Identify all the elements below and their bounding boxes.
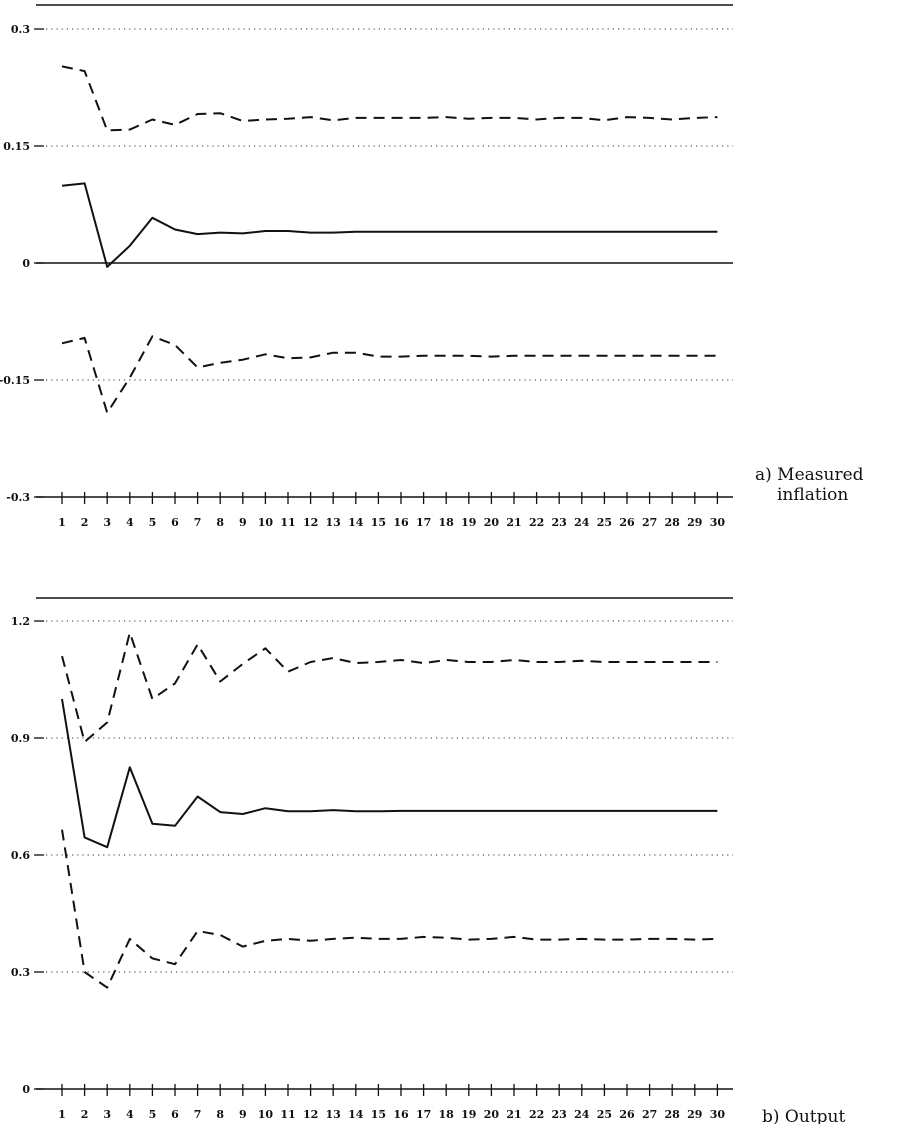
panel-a-y-tick-label: 0.15	[3, 140, 30, 153]
panel-b-output: b) Output 1.20.90.60.301 2 3 4 5 6 7 8 9 10 11 12 13…	[11, 597, 845, 1124]
panel-a-x-tick-label: 6	[171, 516, 179, 529]
panel-b-x-tick-label: 5	[149, 1108, 157, 1121]
panel-b-x-tick-label: 2	[81, 1108, 89, 1121]
panel-a-x-tick-label: 22	[529, 516, 544, 529]
panel-b-x-tick-label: 9	[239, 1108, 247, 1121]
panel-b-series-3-dashed	[61, 829, 718, 989]
panel-b-x-tick-label: 17	[416, 1108, 431, 1121]
panel-b-x-tick-label: 18	[439, 1108, 455, 1121]
panel-b-x-tick-label: 10	[258, 1108, 274, 1121]
panel-b-x-tick-label: 15	[371, 1108, 386, 1121]
panel-b-y-tick-label: 0.3	[11, 966, 30, 979]
panel-a-x-tick-label: 29	[687, 516, 702, 529]
panel-b-x-tick-label: 22	[529, 1108, 544, 1121]
panel-a-series-3-dashed	[61, 335, 718, 414]
panel-b-x-tick-label: 29	[687, 1108, 702, 1121]
panel-a-x-tick-label: 15	[371, 516, 386, 529]
panel-a-x-tick-label: 24	[574, 516, 590, 529]
panel-b-x-tick-label: 23	[552, 1108, 567, 1121]
panel-a-x-tick-label: 17	[416, 516, 431, 529]
panel-b-x-tick-label: 28	[665, 1108, 681, 1121]
panel-a-x-tick-label: 23	[552, 516, 567, 529]
panel-b-caption-line-1: b) Output	[762, 1107, 845, 1124]
panel-a-y-tick-label: -0.15	[0, 374, 30, 387]
panel-b-x-tick-label: 11	[280, 1108, 295, 1121]
panel-b-x-tick-label: 19	[461, 1108, 476, 1121]
panel-b-y-tick-label: 0.6	[11, 849, 30, 862]
panel-a-x-tick-label: 2	[81, 516, 89, 529]
panel-a-x-tick-label: 30	[710, 516, 726, 529]
panel-a-x-tick-label: 26	[619, 516, 635, 529]
panel-b-x-tick-label: 16	[393, 1108, 409, 1121]
panel-b-x-tick-label: 24	[574, 1108, 590, 1121]
panel-b-series-1-dashed	[61, 631, 718, 743]
panel-b-y-tick-label: 1.2	[11, 615, 30, 628]
panel-b-x-tick-label: 20	[484, 1108, 500, 1121]
panel-b-x-tick-label: 6	[171, 1108, 179, 1121]
panel-a-x-tick-label: 28	[665, 516, 681, 529]
panel-a-y-tick-label: -0.3	[6, 491, 30, 504]
panel-a-x-tick-label: 3	[103, 516, 111, 529]
panel-b-x-tick-label: 30	[710, 1108, 726, 1121]
panel-b-x-tick-label: 27	[642, 1108, 657, 1121]
panel-a-measured-inflation: a) Measured inflation 0.3 0.15 0 -0.15 -0.3 1…	[0, 4, 864, 529]
panel-b-x-tick-label: 8	[216, 1108, 224, 1121]
panel-b-y-tick-label: 0.9	[11, 732, 30, 745]
panel-a-x-tick-label: 7	[194, 516, 202, 529]
panel-b-y-tick-label: 0	[22, 1083, 30, 1096]
panel-b-x-tick-label: 26	[619, 1108, 635, 1121]
panel-b-x-tick-label: 3	[103, 1108, 111, 1121]
panel-a-x-tick-label: 25	[597, 516, 612, 529]
panel-a-x-tick-label: 11	[280, 516, 295, 529]
panel-a-x-tick-label: 12	[303, 516, 318, 529]
panel-b-x-tick-label: 4	[126, 1108, 134, 1121]
panel-a-x-tick-label: 10	[258, 516, 274, 529]
panel-a-caption-line-2: inflation	[777, 485, 848, 505]
panel-a-y-tick-label: 0.3	[11, 23, 30, 36]
panel-a-x-tick-label: 4	[126, 516, 134, 529]
panel-a-x-tick-label: 20	[484, 516, 500, 529]
panel-a-x-tick-label: 16	[393, 516, 409, 529]
panel-a-x-tick-label: 14	[348, 516, 364, 529]
panel-a-x-tick-label: 18	[439, 516, 455, 529]
panel-a-x-tick-label: 13	[326, 516, 341, 529]
panel-a-series-1-dashed	[61, 65, 718, 132]
panel-b-x-tick-label: 21	[506, 1108, 521, 1121]
panel-a-caption-line-1: a) Measured	[755, 465, 864, 485]
panel-b-x-tick-label: 7	[194, 1108, 202, 1121]
panel-a-x-tick-label: 5	[149, 516, 157, 529]
panel-b-x-tick-label: 13	[326, 1108, 341, 1121]
panel-a-series-2-solid	[61, 182, 718, 268]
panel-b-x-tick-label: 12	[303, 1108, 318, 1121]
panel-b-x-tick-label: 1	[58, 1108, 66, 1121]
panel-b-x-tick-label: 25	[597, 1108, 612, 1121]
panel-a-x-tick-label: 19	[461, 516, 476, 529]
panel-a-x-tick-label: 21	[506, 516, 521, 529]
panel-a-x-tick-label: 27	[642, 516, 657, 529]
panel-a-x-tick-label: 1	[58, 516, 66, 529]
panel-b-x-tick-label: 14	[348, 1108, 364, 1121]
panel-a-x-tick-label: 9	[239, 516, 247, 529]
panel-a-y-tick-label: 0	[22, 257, 30, 270]
panel-b-series-2-solid	[61, 698, 718, 849]
panel-a-x-tick-label: 8	[216, 516, 224, 529]
